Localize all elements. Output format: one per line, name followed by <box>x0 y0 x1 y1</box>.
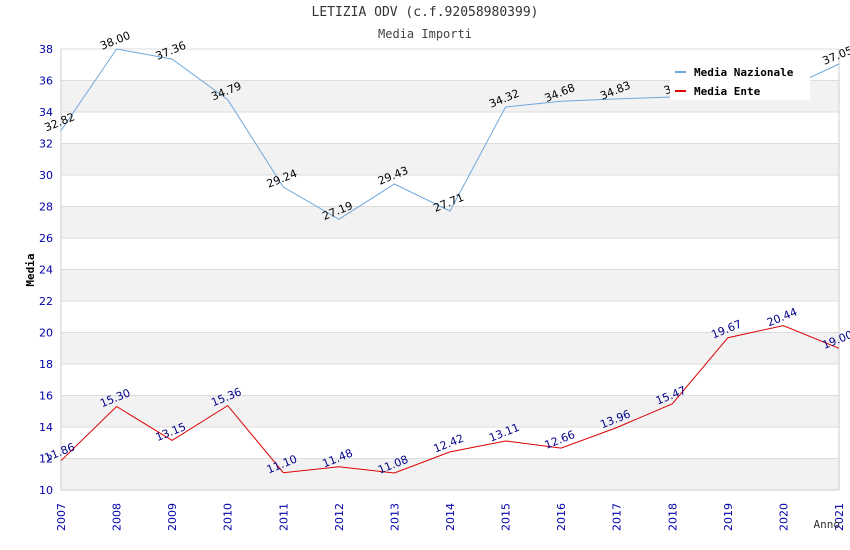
legend-entry: Media Nazionale <box>694 66 794 79</box>
x-tick-label: 2019 <box>722 503 735 531</box>
grid-band <box>61 332 839 364</box>
y-tick-label: 18 <box>39 358 53 371</box>
y-tick-label: 34 <box>39 106 53 119</box>
x-tick-label: 2009 <box>166 503 179 531</box>
x-tick-label: 2010 <box>222 503 235 531</box>
series-line <box>60 325 840 474</box>
x-axis-ticks: 2007 2008 2009 2010 2011 2012 2013 2014 2015 2016… <box>55 503 846 531</box>
grid-bands <box>61 80 839 490</box>
chart-subtitle: Media Importi <box>378 27 472 41</box>
x-tick-label: 2021 <box>833 503 846 531</box>
y-tick-label: 36 <box>39 75 53 88</box>
y-tick-label: 14 <box>39 421 53 434</box>
y-tick-label: 20 <box>39 327 53 340</box>
y-tick-label: 24 <box>39 264 53 277</box>
y-tick-label: 38 <box>39 43 53 56</box>
y-tick-label: 32 <box>39 138 53 151</box>
y-tick-label: 12 <box>39 453 53 466</box>
grid-band <box>61 395 839 427</box>
grid-band <box>61 458 839 490</box>
x-tick-label: 2017 <box>611 503 624 531</box>
x-tick-label: 2012 <box>333 503 346 531</box>
grid-band <box>61 206 839 238</box>
x-tick-label: 2007 <box>55 503 68 531</box>
legend: Media Nazionale Media Ente <box>670 60 810 100</box>
x-tick-label: 2014 <box>444 503 457 531</box>
grid-band <box>61 143 839 175</box>
y-tick-label: 10 <box>39 484 53 497</box>
x-tick-label: 2013 <box>388 503 401 531</box>
x-tick-label: 2008 <box>111 503 124 531</box>
chart-title: LETIZIA ODV (c.f.92058980399) <box>311 5 539 20</box>
legend-entry: Media Ente <box>694 85 761 98</box>
y-tick-label: 16 <box>39 390 53 403</box>
y-axis-ticks: 10 12 14 16 18 20 22 24 26 28 30 32 34 36 38 <box>39 43 53 497</box>
x-tick-label: 2015 <box>500 503 513 531</box>
legend-box <box>670 60 810 100</box>
y-axis-label: Media <box>24 253 37 286</box>
gridlines <box>60 48 840 491</box>
y-tick-label: 30 <box>39 169 53 182</box>
x-tick-label: 2011 <box>277 503 290 531</box>
x-tick-label: 2016 <box>555 503 568 531</box>
x-tick-label: 2018 <box>666 503 679 531</box>
y-tick-label: 26 <box>39 232 53 245</box>
y-tick-label: 22 <box>39 295 53 308</box>
grid-band <box>61 269 839 301</box>
x-axis-label: Anno <box>814 518 841 531</box>
data-label: 37.05 <box>821 44 850 68</box>
x-tick-label: 2020 <box>777 503 790 531</box>
y-tick-label: 28 <box>39 201 53 214</box>
